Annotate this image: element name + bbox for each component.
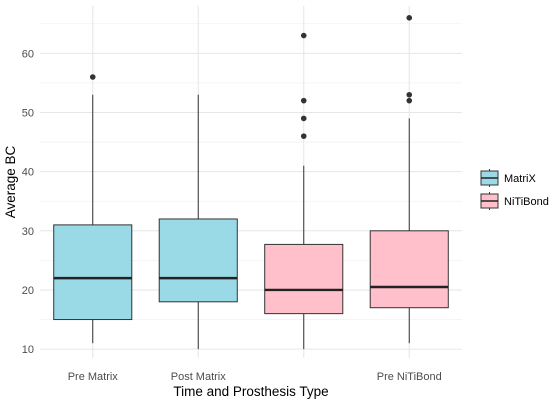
legend-label: MatriX: [504, 173, 536, 185]
x-tick-label: Pre Matrix: [68, 371, 119, 383]
x-tick-label: Post Matrix: [171, 371, 227, 383]
box-body: [369, 230, 449, 309]
outlier-point: [406, 97, 413, 104]
y-tick-label: 20: [22, 285, 34, 297]
outlier-point: [89, 74, 96, 80]
y-tick-label: 60: [22, 48, 34, 60]
box-body: [264, 243, 344, 315]
y-tick-label: 30: [22, 226, 34, 238]
box-body: [53, 224, 133, 321]
y-tick-label: 10: [22, 344, 34, 356]
outlier-point: [300, 115, 307, 122]
y-tick-label: 40: [22, 167, 34, 179]
x-axis-title: Time and Prosthesis Type: [173, 384, 328, 399]
outlier-point: [300, 32, 307, 39]
box-body: [158, 218, 238, 303]
outlier-point: [300, 133, 307, 139]
y-tick-label: 50: [22, 107, 34, 119]
x-tick-label: Pre NiTiBond: [377, 371, 442, 383]
outlier-point: [406, 15, 413, 21]
legend-label: NiTiBond: [504, 196, 549, 208]
outlier-point: [406, 91, 413, 98]
outlier-point: [300, 97, 307, 104]
y-axis-title: Average BC: [3, 145, 18, 218]
